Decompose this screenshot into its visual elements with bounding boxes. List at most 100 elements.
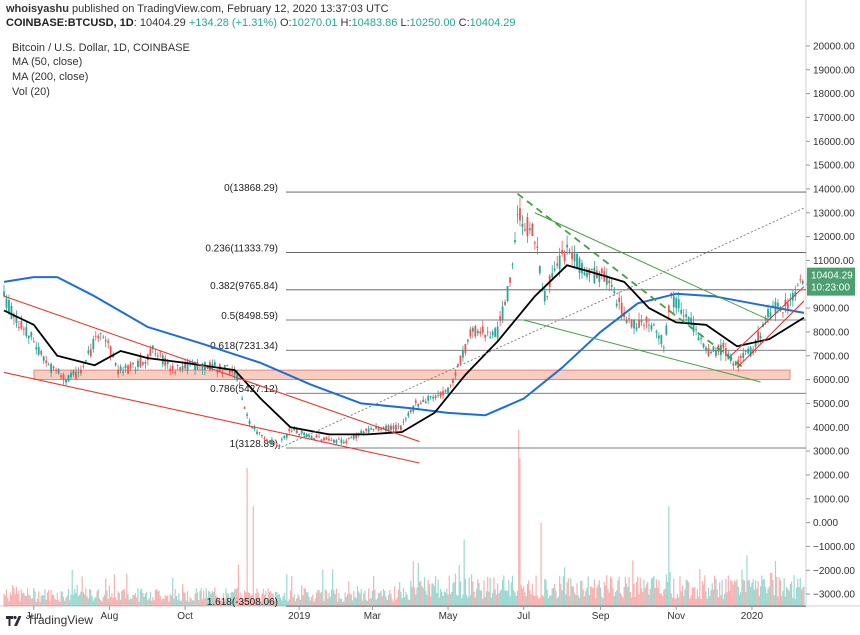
volume-bar (438, 597, 440, 607)
red-rising-line (730, 286, 805, 357)
volume-bar (539, 597, 541, 607)
volume-bar (369, 598, 371, 607)
volume-bar (263, 594, 266, 607)
candle-body (447, 387, 449, 394)
volume-bar (735, 581, 737, 607)
volume-bar (191, 600, 194, 607)
volume-bar (267, 588, 269, 607)
volume-bar (435, 576, 437, 607)
volume-bar (134, 593, 137, 607)
volume-bar (53, 594, 55, 607)
volume-bar (312, 594, 314, 607)
volume-bar (757, 581, 759, 607)
volume-bar (711, 583, 713, 607)
volume-bar (477, 579, 479, 607)
volume-bar (319, 593, 321, 607)
volume-bar (189, 597, 191, 607)
volume-bar (446, 588, 448, 607)
volume-bar (508, 579, 510, 607)
volume-bar (162, 598, 164, 607)
volume-bar (33, 588, 35, 607)
publisher-name[interactable]: whoisyashu (6, 3, 69, 15)
candle-body (662, 347, 665, 349)
candle-body (35, 347, 38, 350)
candle-body (57, 368, 60, 374)
volume-bar (122, 589, 124, 607)
fib-level-label: 0.786(5427.12) (210, 384, 278, 395)
volume-bar (413, 587, 416, 607)
candle-body (144, 361, 147, 364)
symbol-info: COINBASE:BTCUSD, 1D: 10404.29 +134.28 (+… (6, 17, 516, 29)
candle-body (310, 435, 313, 440)
volume-bar (751, 582, 753, 607)
candle-body (404, 418, 407, 420)
candle-body (300, 430, 303, 434)
volume-bar (318, 590, 320, 607)
volume-bar (731, 581, 733, 607)
volume-bar (43, 595, 45, 607)
volume-bar (44, 589, 46, 607)
volume-bar (764, 586, 767, 607)
candle-body (511, 263, 514, 265)
volume-bar (633, 583, 635, 607)
volume-bar (314, 598, 316, 607)
candle-body (50, 364, 53, 373)
volume-bar (602, 598, 604, 607)
tradingview-brand[interactable]: TradingView (6, 613, 93, 627)
volume-bar (552, 587, 555, 607)
volume-bar (451, 591, 453, 607)
volume-bar (401, 598, 403, 607)
volume-bar (335, 588, 338, 607)
volume-bar (222, 593, 225, 607)
volume-bar (86, 596, 88, 607)
volume-bar (452, 583, 454, 607)
volume-bar (205, 588, 207, 607)
volume-bar (345, 596, 347, 607)
volume-bar (509, 596, 511, 607)
candle-body (625, 319, 628, 323)
candle-body (429, 396, 432, 397)
candle-body (419, 402, 422, 405)
volume-bar (417, 562, 419, 607)
candle-body (72, 370, 75, 375)
volume-bar (573, 592, 576, 607)
volume-bar (247, 592, 249, 607)
volume-bar (725, 579, 727, 607)
candle-body (551, 273, 554, 278)
candle-body (724, 348, 727, 356)
volume-bar (70, 594, 72, 607)
volume-bar (717, 597, 720, 607)
volume-bar (582, 589, 584, 607)
dotted-trend-line (277, 207, 805, 450)
x-tick-label: 2020 (741, 611, 764, 622)
candle-body (739, 356, 742, 359)
candle-body (734, 361, 737, 366)
volume-bar (51, 594, 53, 607)
volume-bar (390, 593, 392, 607)
volume-bar (174, 588, 176, 607)
volume-bar (697, 596, 700, 607)
volume-bar (544, 578, 546, 607)
candle-body (474, 326, 477, 337)
volume-bar (29, 595, 31, 607)
candle-body (479, 331, 482, 334)
volume-bar (5, 589, 8, 607)
volume-bar (112, 597, 114, 607)
volume-bar (342, 601, 344, 607)
volume-bar (294, 601, 297, 607)
volume-bar (190, 598, 192, 607)
candle-body (30, 332, 33, 337)
volume-bar (64, 600, 66, 607)
candle-body (385, 425, 387, 432)
candle-body (687, 316, 690, 323)
volume-bar (317, 590, 319, 607)
chart-title: Bitcoin / U.S. Dollar, 1D, COINBASE (12, 42, 190, 54)
volume-bar (794, 598, 796, 607)
volume-bar (350, 594, 352, 607)
candle-body (79, 370, 82, 374)
volume-bar (40, 595, 42, 607)
candle-body (571, 251, 573, 260)
volume-bar (578, 597, 581, 607)
candle-body (283, 436, 286, 439)
